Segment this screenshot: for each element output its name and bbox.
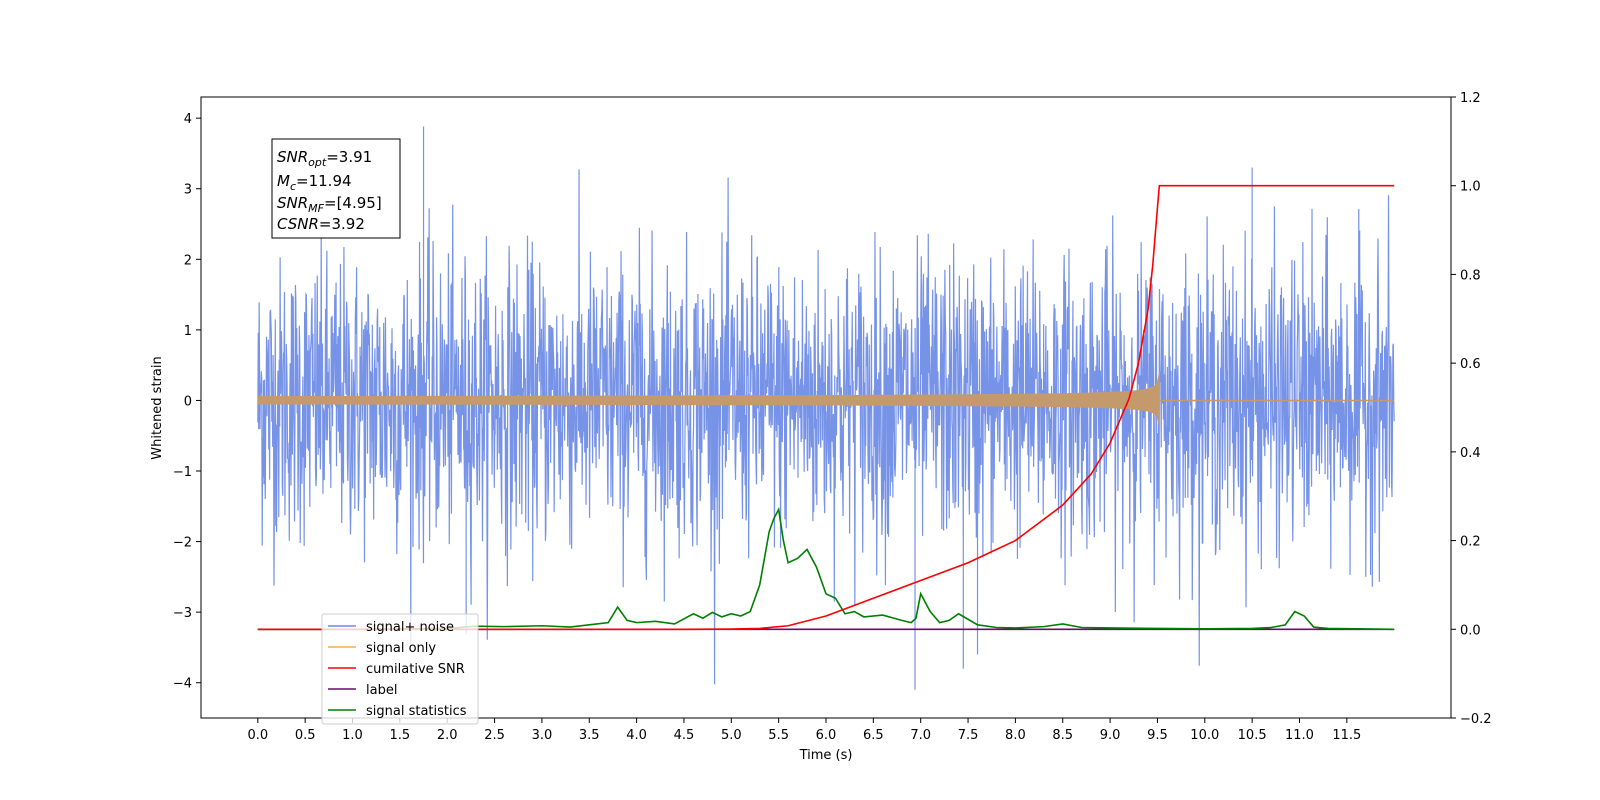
y-tick-label: −4 xyxy=(173,677,192,692)
y-tick-label: 1 xyxy=(184,324,192,339)
legend: signal+ noise signal only cumilative SNR la… xyxy=(321,613,479,725)
y-tick-label: 2 xyxy=(184,253,192,268)
x-tick-label: 9.0 xyxy=(1100,728,1121,743)
x-tick-label: 8.5 xyxy=(1052,728,1073,743)
legend-label: cumilative SNR xyxy=(366,662,465,677)
x-tick-label: 3.5 xyxy=(579,728,600,743)
y-tick-label: 4 xyxy=(184,112,192,127)
annotation-snr-opt: SNRopt=3.91 xyxy=(277,148,372,169)
series-signal-noise xyxy=(257,126,1395,690)
x-tick-label: 4.0 xyxy=(626,728,647,743)
y2-tick-label: 0.4 xyxy=(1460,446,1481,461)
x-tick-label: 2.5 xyxy=(484,728,505,743)
y-tick-label: −2 xyxy=(173,536,192,551)
x-tick-label: 3.0 xyxy=(532,728,553,743)
legend-label: signal statistics xyxy=(366,704,467,719)
x-tick-label: 9.5 xyxy=(1147,728,1168,743)
x-tick-label: 1.0 xyxy=(342,728,363,743)
y-axis-title: Whitened strain xyxy=(150,356,165,459)
y2-tick-label: −0.2 xyxy=(1460,712,1492,727)
y2-tick-label: 0.2 xyxy=(1460,535,1481,550)
x-tick-label: 5.0 xyxy=(721,728,742,743)
annotation-box: SNRopt=3.91 Mc=11.94 SNRMF=[4.95] CSNR=3… xyxy=(271,138,401,239)
y2-tick-label: 0.6 xyxy=(1460,357,1481,372)
x-tick-label: 6.5 xyxy=(863,728,884,743)
y2-tick-label: 0.0 xyxy=(1460,623,1481,638)
x-tick-label: 10.0 xyxy=(1190,728,1219,743)
x-tick-label: 7.0 xyxy=(910,728,931,743)
annotation-csnr: CSNR=3.92 xyxy=(277,215,365,233)
legend-label: label xyxy=(366,683,397,698)
y-tick-label: 3 xyxy=(184,183,192,198)
x-tick-label: 7.5 xyxy=(958,728,979,743)
plot-area xyxy=(257,126,1395,690)
y-tick-label: −1 xyxy=(173,465,192,480)
x-tick-label: 6.0 xyxy=(816,728,837,743)
x-tick-label: 5.5 xyxy=(768,728,789,743)
y2-tick-label: 0.8 xyxy=(1460,268,1481,283)
x-tick-label: 2.0 xyxy=(437,728,458,743)
x-tick-label: 10.5 xyxy=(1238,728,1267,743)
y-tick-label: −3 xyxy=(173,606,192,621)
series-cumulative-snr xyxy=(257,184,1395,631)
y2-tick-label: 1.2 xyxy=(1460,91,1481,106)
legend-label: signal only xyxy=(366,641,436,656)
series-signal-statistics xyxy=(257,507,1395,631)
annotation-snr-mf: SNRMF=[4.95] xyxy=(277,194,382,215)
x-tick-label: 0.5 xyxy=(295,728,316,743)
x-tick-label: 11.5 xyxy=(1332,728,1361,743)
annotation-mc: Mc=11.94 xyxy=(277,172,352,193)
x-tick-label: 0.0 xyxy=(247,728,268,743)
x-tick-label: 1.5 xyxy=(390,728,411,743)
x-tick-label: 11.0 xyxy=(1285,728,1314,743)
x-tick-label: 8.0 xyxy=(1005,728,1026,743)
series-signal-only xyxy=(257,372,1160,426)
y2-tick-label: 1.0 xyxy=(1460,180,1481,195)
x-tick-label: 4.5 xyxy=(674,728,695,743)
y-tick-label: 0 xyxy=(184,394,192,409)
x-axis-title: Time (s) xyxy=(799,748,853,763)
legend-label: signal+ noise xyxy=(366,620,454,635)
axes: 0.0 0.5 1.0 1.5 2.0 2.5 3.0 3.5 4.0 4.5 5.0 5.5 6.0 6… xyxy=(173,91,1492,743)
